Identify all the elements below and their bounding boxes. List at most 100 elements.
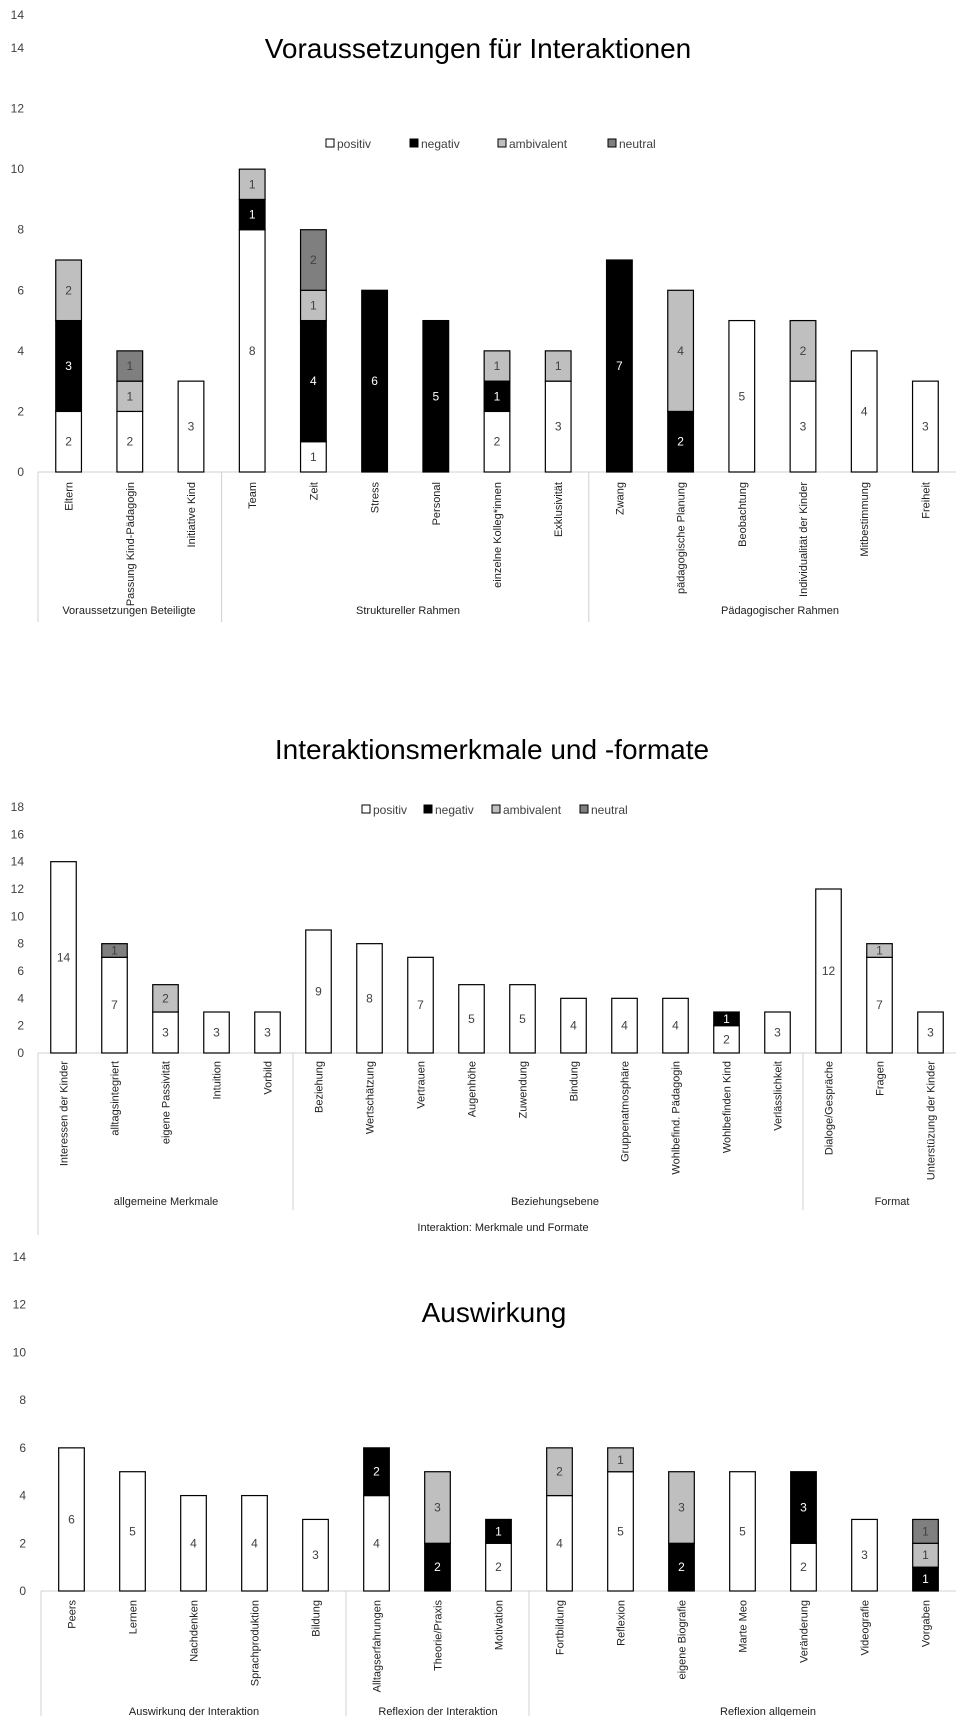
bar-segment-ambivalent [299,289,327,322]
data-label: 3 [927,1026,934,1040]
bar-segment-neutral [101,943,128,958]
data-label: 1 [495,1524,502,1538]
data-label: 4 [672,1019,679,1033]
data-label: 1 [249,208,256,222]
bar-segment-positiv [55,410,83,473]
category-label: Dialoge/Gespräche [824,1061,836,1155]
bar-segment-positiv [363,1494,390,1592]
data-label: 1 [555,359,562,373]
y-tick-label: 8 [17,223,24,237]
group-label: Reflexion der Interaktion [378,1706,497,1716]
y-tick-label: 10 [11,909,25,923]
y-tick-label: 14 [13,1250,27,1264]
data-label: 2 [65,435,72,449]
data-label: 2 [800,1560,807,1574]
data-label: 5 [738,389,745,403]
chart-0-title: Voraussetzungen für Interaktionen [265,33,692,64]
bar-segment-positiv [790,1542,817,1592]
category-label: Unterstüzung der Kinder [926,1061,938,1181]
category-label: Passung Kind-Pädagogin [125,482,137,606]
category-label: Fortbildung [555,1600,567,1655]
bar-segment-ambivalent [116,380,144,413]
bar-segment-positiv [238,229,266,473]
group-label: Struktureller Rahmen [356,605,460,617]
bar-segment-positiv [728,319,756,473]
category-label: Reflexion [616,1600,628,1646]
bar-segment-positiv [483,410,511,473]
category-label: Bildung [311,1600,323,1637]
legend-swatch-negativ [409,138,419,148]
category-label: Personal [431,482,443,525]
legend-label-neutral: neutral [619,137,656,151]
bar-segment-ambivalent [789,319,817,382]
data-label: 4 [190,1536,197,1550]
data-label: 2 [677,435,684,449]
category-label: Mitbestimmung [859,482,871,557]
data-label: 1 [126,389,133,403]
data-label: 1 [922,1524,929,1538]
legend-label-ambivalent: ambivalent [503,803,562,817]
group-label: Beziehungsebene [511,1196,599,1208]
category-label: Wohlbefind. Pädagogin [671,1061,683,1175]
data-label: 1 [249,177,256,191]
data-label: 2 [65,283,72,297]
legend-swatch-positiv [325,138,335,148]
legend-swatch-negativ [423,804,433,814]
category-label: Fragen [875,1061,887,1096]
data-label: 6 [68,1512,75,1526]
y-tick-label: 0 [17,1046,24,1060]
category-label: Wertschätzung [365,1061,377,1134]
data-label: 2 [373,1465,380,1479]
y-tick-label: 2 [17,1019,24,1033]
bar-segment-negativ [238,198,266,231]
bar-segment-positiv [50,861,77,1054]
category-label: Motivation [494,1600,506,1650]
data-label: 3 [162,1026,169,1040]
bar-segment-positiv [241,1494,268,1592]
data-label: 7 [616,359,623,373]
category-label: Interessen der Kinder [59,1061,71,1167]
data-label: 1 [126,359,133,373]
bar-segment-positiv [729,1471,756,1592]
category-label: pädagogische Planung [676,482,688,594]
y-tick-label: 12 [11,102,25,116]
legend-label-ambivalent: ambivalent [509,137,568,151]
bar-segment-neutral [116,350,144,382]
bar-segment-positiv [458,984,485,1054]
chart-interaktionsmerkmale: Interaktionsmerkmale und -formate Intera… [11,734,956,1235]
category-label: Gruppenatmosphäre [620,1061,632,1162]
data-label: 4 [677,344,684,358]
data-label: 1 [723,1012,730,1026]
bar-segment-negativ [299,319,327,443]
legend-swatch-ambivalent [491,804,501,814]
data-label: 2 [162,991,169,1005]
bar-segment-positiv [713,1025,740,1054]
data-label: 2 [723,1032,730,1046]
bar-segment-positiv [560,997,587,1054]
bar-segment-neutral [912,1518,939,1544]
data-label: 1 [310,450,317,464]
data-label: 8 [366,991,373,1005]
data-label: 1 [922,1548,929,1562]
legend-label-positiv: positiv [373,803,407,817]
data-label: 5 [468,1012,475,1026]
data-label: 3 [65,359,72,373]
data-label: 3 [774,1026,781,1040]
category-label: Stress [370,482,382,514]
bar-segment-positiv [302,1518,329,1592]
group-label: Auswirkung der Interaktion [129,1706,259,1716]
bar-segment-ambivalent [667,289,695,413]
y-tick-label: 6 [17,283,24,297]
bar-segment-ambivalent [544,350,572,382]
category-label: Beziehung [314,1061,326,1113]
bar-segment-positiv [101,956,128,1054]
data-label: 2 [126,435,133,449]
bar-segment-negativ [363,1447,390,1497]
data-label: 2 [434,1560,441,1574]
category-label: Theorie/Praxis [433,1600,445,1671]
group-label: allgemeine Merkmale [114,1196,219,1208]
category-label: Zwang [614,482,626,515]
bar-segment-positiv [180,1494,207,1592]
category-label: Lernen [128,1600,140,1634]
